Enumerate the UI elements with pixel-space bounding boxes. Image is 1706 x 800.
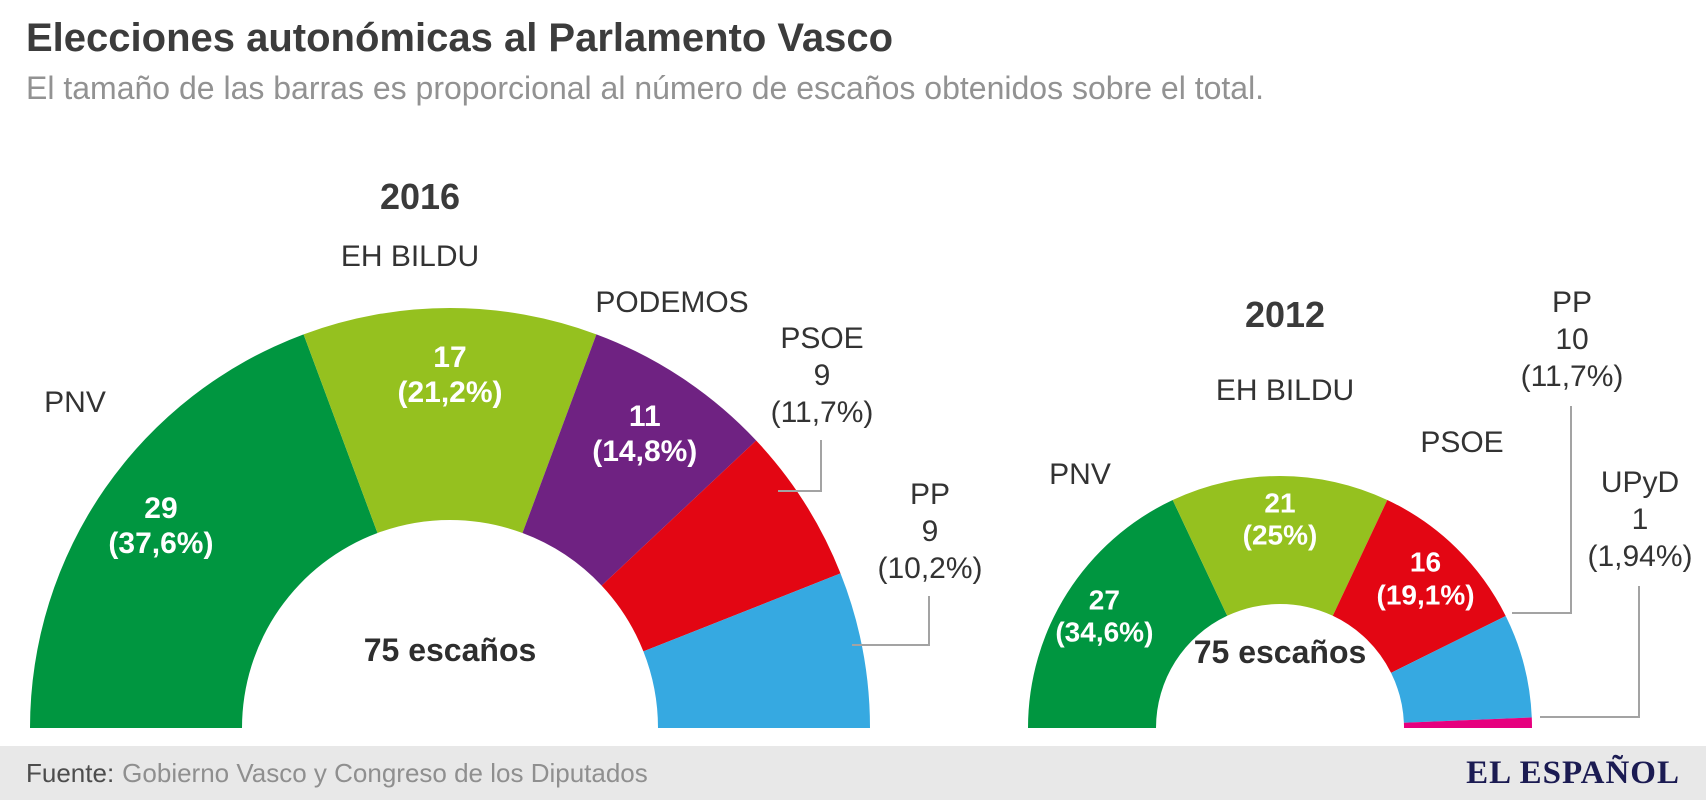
segment-value-2012-psoe: 16 (19,1%): [1376, 546, 1475, 611]
callout-party: PP: [1551, 286, 1593, 319]
segment-2012-psoe: [1332, 499, 1506, 673]
segment-value-2016-pnv: 29 (37,6%): [108, 492, 214, 561]
callout-party: PSOE: [780, 322, 864, 355]
segment-2016-pnv: [30, 334, 378, 728]
callout-party: PP: [909, 478, 951, 511]
brand-logo: EL ESPAÑOL: [1466, 755, 1680, 791]
half-donut-chart-2016: [30, 307, 870, 728]
callout-upyd-2012: UPyD 1 (1,94%): [1578, 464, 1702, 575]
source-value: Gobierno Vasco y Congreso de los Diputad…: [122, 758, 648, 788]
segment-2016-pp: [643, 573, 870, 728]
page-subtitle: El tamaño de las barras es proporcional …: [26, 70, 1265, 106]
callout-seats: 1: [1631, 503, 1649, 536]
connector-line-upyd-2012: [1540, 586, 1640, 718]
segment-2016-podemos: [522, 334, 757, 586]
footer: Fuente: Gobierno Vasco y Congreso de los …: [0, 746, 1706, 800]
connector-line-pp-2012: [1512, 406, 1572, 614]
segment-2016-eh-bildu: [303, 307, 597, 534]
source-text: Fuente: Gobierno Vasco y Congreso de los …: [26, 746, 648, 800]
connector-line-psoe-2016: [778, 440, 822, 492]
segment-value-2016-eh-bildu: 17 (21,2%): [397, 341, 503, 409]
callout-seats: 9: [813, 359, 831, 392]
callout-pct: (11,7%): [770, 396, 874, 429]
party-label-pnv-2016: PNV: [44, 386, 106, 419]
segment-value-2012-pnv: 27 (34,6%): [1055, 584, 1154, 648]
segment-value-2012-eh-bildu: 21 (25%): [1242, 487, 1318, 551]
callout-party: UPyD: [1600, 466, 1680, 499]
connector-line-pp-2016: [852, 596, 930, 646]
callout-pct: (10,2%): [877, 552, 983, 585]
segment-2012-pp: [1391, 615, 1532, 723]
callout-seats: 9: [921, 515, 939, 548]
callout-pct: (1,94%): [1587, 540, 1693, 573]
half-donut-chart-2012: [1028, 475, 1532, 728]
page-title: Elecciones autonómicas al Parlamento Vas…: [26, 16, 894, 60]
chart-year-2012: 2012: [1244, 294, 1326, 335]
party-label-ehbildu-2016: EH BILDU: [340, 240, 480, 273]
chart-year-2016: 2016: [379, 176, 461, 217]
party-label-ehbildu-2012: EH BILDU: [1215, 374, 1355, 407]
callout-pp-2012: PP 10 (11,7%): [1482, 284, 1662, 395]
party-label-psoe-2012: PSOE: [1420, 426, 1504, 459]
callout-pct: (11,7%): [1520, 360, 1624, 393]
segment-2012-pnv: [1028, 499, 1228, 728]
total-seats-2012: 75 escaños: [1193, 634, 1367, 670]
total-seats-2016: 75 escaños: [363, 632, 537, 668]
callout-psoe-2016: PSOE 9 (11,7%): [732, 320, 912, 431]
party-label-podemos-2016: PODEMOS: [595, 286, 749, 319]
source-label: Fuente:: [26, 758, 115, 788]
party-label-pnv-2012: PNV: [1049, 458, 1111, 491]
callout-pp-2016: PP 9 (10,2%): [840, 476, 1020, 587]
segment-2016-psoe: [601, 440, 841, 652]
segment-2012-eh-bildu: [1172, 475, 1388, 616]
segment-value-2016-podemos: 11 (14,8%): [592, 400, 698, 468]
callout-seats: 10: [1555, 323, 1589, 356]
segment-2012-upyd: [1403, 717, 1532, 728]
